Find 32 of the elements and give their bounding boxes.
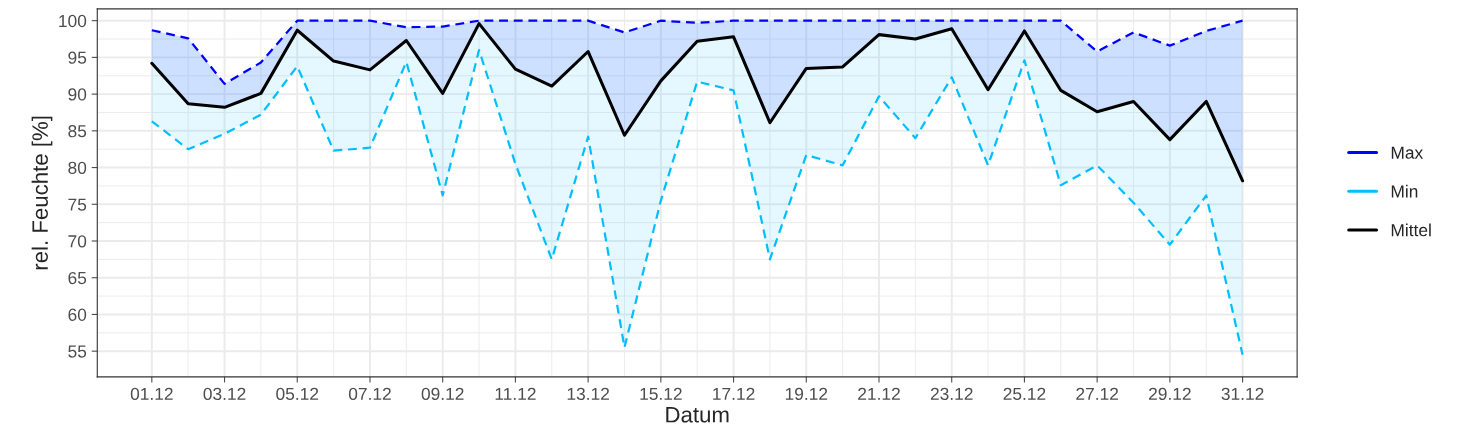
y-tick-label: 85 [68, 125, 87, 138]
y-tick-label: 70 [68, 235, 87, 248]
x-tick-label: 31.12 [1221, 387, 1264, 401]
y-tick-label: 60 [68, 308, 87, 321]
x-tick-label: 23.12 [930, 387, 973, 401]
x-tick-label: 17.12 [713, 387, 755, 400]
legend-label: Min [1391, 184, 1418, 198]
x-tick-label: 09.12 [421, 387, 464, 401]
y-axis-title: rel. Feuchte [%] [31, 116, 53, 270]
x-tick-label: 13.12 [567, 387, 609, 401]
x-tick-label: 03.12 [203, 387, 246, 401]
y-tick-label: 90 [68, 88, 87, 101]
x-tick-label: 19.12 [785, 387, 828, 401]
y-tick-label: 95 [68, 51, 87, 64]
x-tick-label: 15.12 [640, 387, 682, 401]
x-tick-label: 07.12 [348, 387, 391, 401]
y-tick-label: 55 [68, 345, 87, 358]
x-tick-label: 01.12 [130, 387, 173, 401]
x-tick-label: 29.12 [1149, 387, 1191, 401]
y-tick-label: 100 [59, 14, 87, 28]
legend-label: Mittel [1391, 223, 1431, 237]
x-tick-label: 25.12 [1003, 387, 1046, 401]
x-tick-label: 27.12 [1076, 387, 1118, 400]
line-series [150, 19, 1244, 85]
x-tick-label: 05.12 [276, 387, 319, 401]
x-tick-label: 11.12 [495, 387, 536, 400]
x-tick-label: 21.12 [858, 387, 900, 400]
y-tick-label: 65 [68, 271, 87, 285]
y-tick-label: 80 [68, 161, 87, 175]
x-axis-title: Datum [666, 407, 729, 423]
legend-label: Max [1391, 146, 1424, 159]
y-tick-label: 75 [68, 198, 87, 211]
